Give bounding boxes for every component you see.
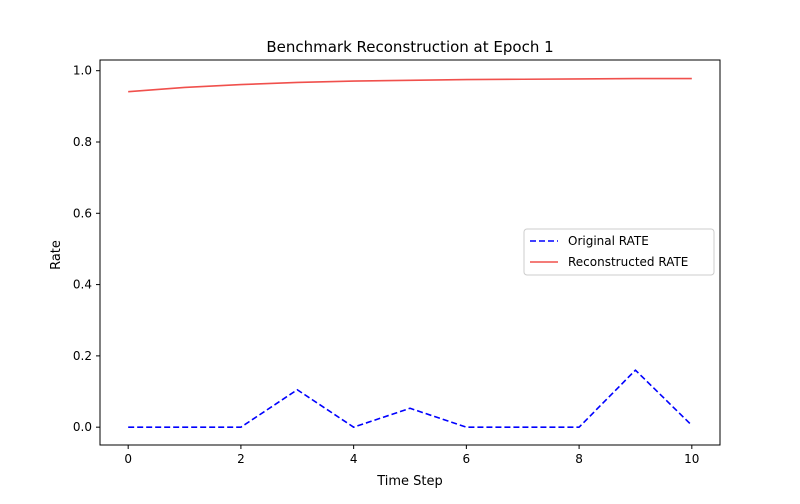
legend: Original RATE Reconstructed RATE [523,228,715,276]
y-tick-label: 0.2 [73,349,92,363]
x-tick-label: 4 [350,452,358,466]
x-tick-label: 6 [463,452,471,466]
x-tick-label: 10 [684,452,699,466]
series-line-1 [128,369,693,428]
x-tick-label: 0 [124,452,132,466]
chart-title: Benchmark Reconstruction at Epoch 1 [266,38,553,56]
x-tick-label: 8 [575,452,583,466]
data-point-series-2-10 [690,77,694,81]
data-point-series-1-6 [464,425,468,429]
data-point-series-2-2 [239,83,243,87]
data-point-series-1-9 [633,368,637,372]
data-point-series-2-6 [464,78,468,82]
data-point-series-2-0 [126,90,130,94]
y-axis-label: Rate [49,240,64,270]
series-line-2 [128,77,692,93]
x-axis-label: Time Step [376,474,443,489]
plot-area: 0 2 4 6 8 10 0.0 0.2 0.4 0.6 0.8 1.0 [73,59,721,466]
y-tick-label: 0.0 [73,420,92,434]
legend-label-2: Reconstructed RATE [568,255,688,269]
y-tick-label: 1.0 [73,64,92,78]
data-point-series-1-10 [690,423,694,427]
data-point-series-1-2 [239,425,243,429]
axes-frame [99,59,721,446]
data-point-series-2-7 [521,77,525,81]
data-point-series-2-1 [183,85,187,89]
data-point-series-1-5 [408,406,412,410]
data-point-series-1-3 [295,388,299,392]
y-tick-label: 0.4 [73,278,92,292]
y-tick-label: 0.8 [73,135,92,149]
data-point-series-1-7 [521,425,525,429]
legend-box [523,228,715,276]
data-point-series-1-0 [126,425,130,429]
data-point-series-1-1 [183,425,187,429]
data-point-series-1-8 [577,425,581,429]
data-point-series-1-4 [352,425,356,429]
data-point-series-2-4 [352,79,356,83]
y-tick-label: 0.6 [73,206,92,220]
data-point-series-2-8 [577,77,581,81]
data-point-series-2-9 [633,77,637,81]
legend-label-1: Original RATE [568,234,649,248]
data-point-series-2-3 [295,80,299,84]
data-point-series-2-5 [408,78,412,82]
x-tick-label: 2 [237,452,245,466]
